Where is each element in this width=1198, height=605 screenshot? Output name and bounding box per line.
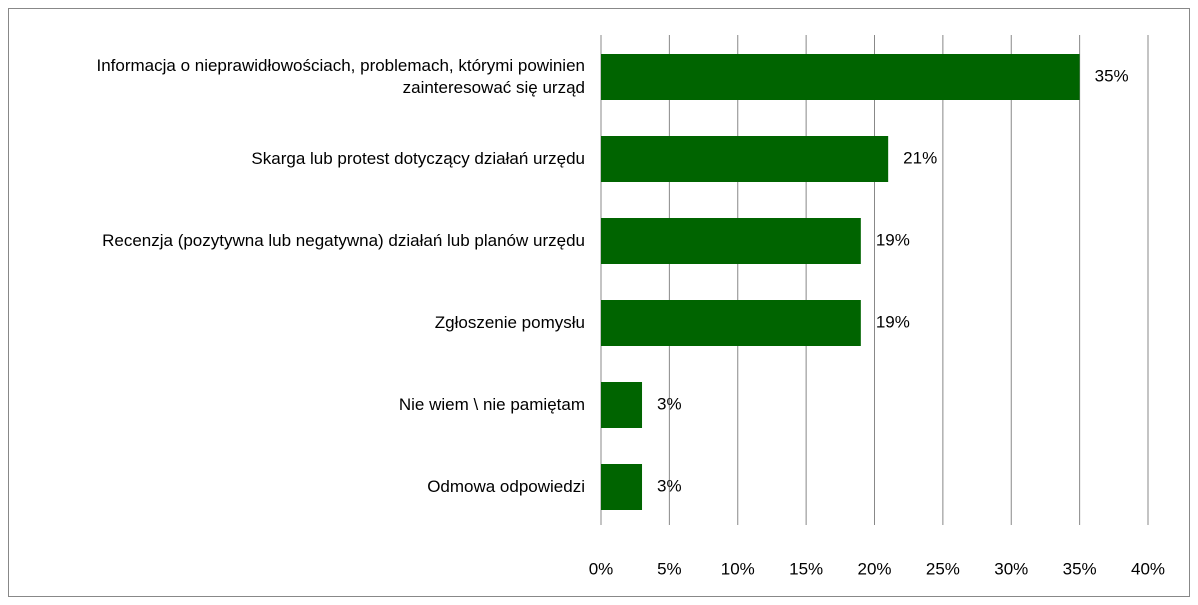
bar [601, 136, 889, 182]
x-tick-label: 30% [994, 559, 1028, 578]
bar [601, 300, 861, 346]
value-label: 21% [903, 148, 937, 167]
y-tick-label: Zgłoszenie pomysłu [434, 313, 585, 332]
bar [601, 464, 643, 510]
y-tick-label: Skarga lub protest dotyczący działań urz… [251, 149, 585, 168]
x-tick-label: 10% [721, 559, 755, 578]
bar [601, 218, 861, 264]
x-tick-label: 25% [926, 559, 960, 578]
y-tick-label: Recenzja (pozytywna lub negatywna) dział… [102, 231, 585, 250]
x-tick-label: 35% [1063, 559, 1097, 578]
x-tick-label: 20% [857, 559, 891, 578]
x-tick-label: 0% [589, 559, 614, 578]
bar [601, 54, 1080, 100]
x-tick-label: 40% [1131, 559, 1165, 578]
value-label: 3% [657, 476, 682, 495]
y-tick-label: Informacja o nieprawidłowościach, proble… [96, 56, 585, 97]
value-label: 19% [876, 230, 910, 249]
bar [601, 382, 643, 428]
value-label: 19% [876, 312, 910, 331]
y-tick-label: Nie wiem \ nie pamiętam [398, 395, 585, 414]
value-label: 3% [657, 394, 682, 413]
value-label: 35% [1095, 66, 1129, 85]
chart-frame [8, 8, 1190, 597]
x-tick-label: 5% [657, 559, 682, 578]
x-tick-label: 15% [789, 559, 823, 578]
y-tick-label: Odmowa odpowiedzi [427, 477, 585, 496]
